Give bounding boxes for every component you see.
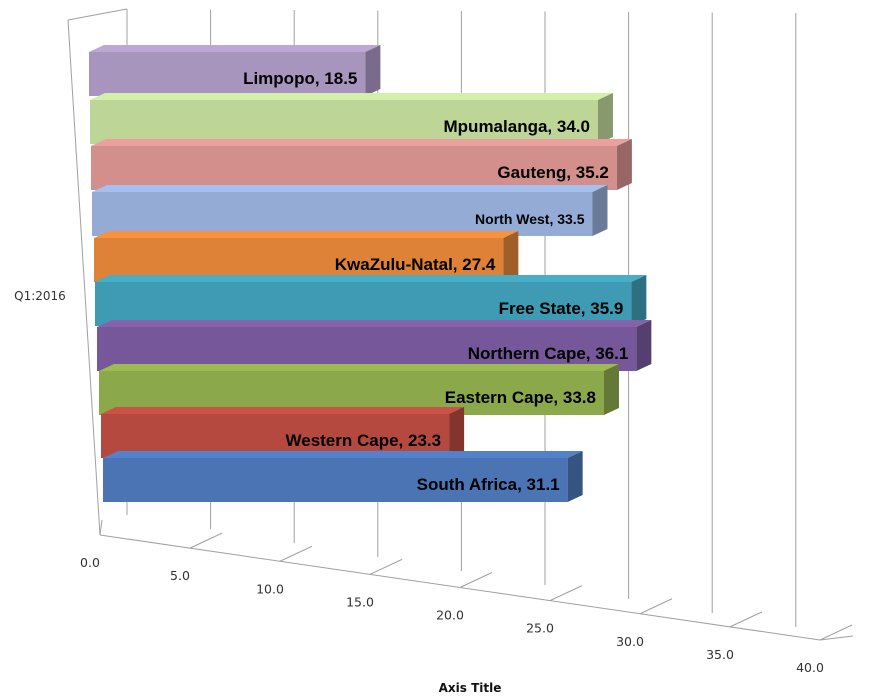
- data-label: Gauteng, 35.2: [497, 163, 608, 182]
- bar-front-face: [97, 327, 637, 371]
- floor-right-edge: [819, 635, 854, 641]
- data-label: Limpopo, 18.5: [243, 69, 357, 88]
- bar-front-face: [92, 192, 593, 236]
- x-tick-labels: 0.0 5.0 10.0 15.0 20.0 25.0 30.0 35.0 40.0: [80, 555, 824, 675]
- x-tick-label: 20.0: [436, 608, 464, 623]
- wall-top-edge: [67, 8, 128, 21]
- bar-front-face: [95, 282, 632, 326]
- bar-front-face: [89, 52, 366, 96]
- bar-top-face: [89, 45, 381, 52]
- bar-western-cape: Western Cape, 23.3: [101, 407, 465, 458]
- floor-gridline: [99, 519, 103, 536]
- bar-end-face: [592, 185, 608, 236]
- bar-end-face: [597, 93, 613, 144]
- category-label: Q1:2016: [14, 289, 66, 303]
- bar-front-face: [101, 414, 450, 458]
- bar-end-face: [365, 45, 381, 96]
- data-label: Free State, 35.9: [499, 299, 624, 318]
- bar-end-face: [603, 364, 619, 415]
- bar-top-face: [103, 451, 583, 458]
- data-label: Mpumalanga, 34.0: [444, 117, 590, 136]
- floor-gridline: [639, 598, 673, 615]
- floor-gridline: [459, 572, 493, 588]
- bar-top-face: [95, 275, 647, 282]
- bar-top-face: [99, 364, 619, 371]
- floor-gridline: [189, 532, 223, 549]
- bar-top-face: [92, 185, 608, 192]
- bar-south-africa: South Africa, 31.1: [103, 451, 583, 502]
- bar-end-face: [567, 451, 583, 502]
- bar-top-face: [94, 231, 519, 238]
- bar-limpopo: Limpopo, 18.5: [89, 45, 381, 96]
- bar-top-face: [90, 93, 613, 100]
- bar-mpumalanga: Mpumalanga, 34.0: [90, 93, 613, 144]
- bar-north-west: North West, 33.5: [92, 185, 608, 236]
- data-label: Northern Cape, 36.1: [468, 344, 629, 363]
- bar-kwazulu-natal: KwaZulu-Natal, 27.4: [94, 231, 519, 282]
- bar-end-face: [449, 407, 465, 458]
- x-tick-label: 40.0: [796, 660, 824, 675]
- floor-gridline: [549, 585, 583, 602]
- bar-front-face: [90, 100, 598, 144]
- data-label: KwaZulu-Natal, 27.4: [335, 255, 496, 274]
- left-wall-front-edge: [67, 19, 101, 536]
- bar-front-face: [94, 238, 504, 282]
- bar-front-face: [103, 458, 568, 502]
- data-label: North West, 33.5: [475, 211, 585, 227]
- data-label: South Africa, 31.1: [417, 475, 560, 494]
- bar-end-face: [503, 231, 519, 282]
- bar-gauteng: Gauteng, 35.2: [91, 139, 632, 190]
- bar-northern-cape: Northern Cape, 36.1: [97, 320, 652, 371]
- x-tick-label: 25.0: [526, 621, 554, 636]
- floor-gridline: [279, 545, 313, 562]
- data-label: Eastern Cape, 33.8: [445, 388, 596, 407]
- bar-top-face: [91, 139, 632, 146]
- x-tick-label: 30.0: [616, 634, 644, 649]
- bar-front-face: [91, 146, 617, 190]
- bar-end-face: [636, 320, 652, 371]
- x-axis-title: Axis Title: [439, 681, 502, 695]
- bar-top-face: [101, 407, 465, 414]
- bar-free-state: Free State, 35.9: [95, 275, 647, 326]
- x-tick-label: 0.0: [80, 555, 100, 570]
- bar-end-face: [616, 139, 632, 190]
- bars: Limpopo, 18.5 Mpumalanga, 34.0 Gauteng, 35…: [89, 45, 652, 502]
- bar-top-face: [97, 320, 652, 327]
- x-tick-label: 10.0: [256, 581, 284, 596]
- x-tick-label: 15.0: [346, 594, 374, 609]
- floor-gridline: [729, 611, 763, 628]
- x-tick-label: 35.0: [706, 647, 734, 662]
- data-label: Western Cape, 23.3: [286, 431, 442, 450]
- x-tick-label: 5.0: [170, 568, 190, 583]
- floor-gridline: [369, 558, 403, 575]
- bar-end-face: [631, 275, 647, 326]
- floor-gridline: [819, 624, 853, 641]
